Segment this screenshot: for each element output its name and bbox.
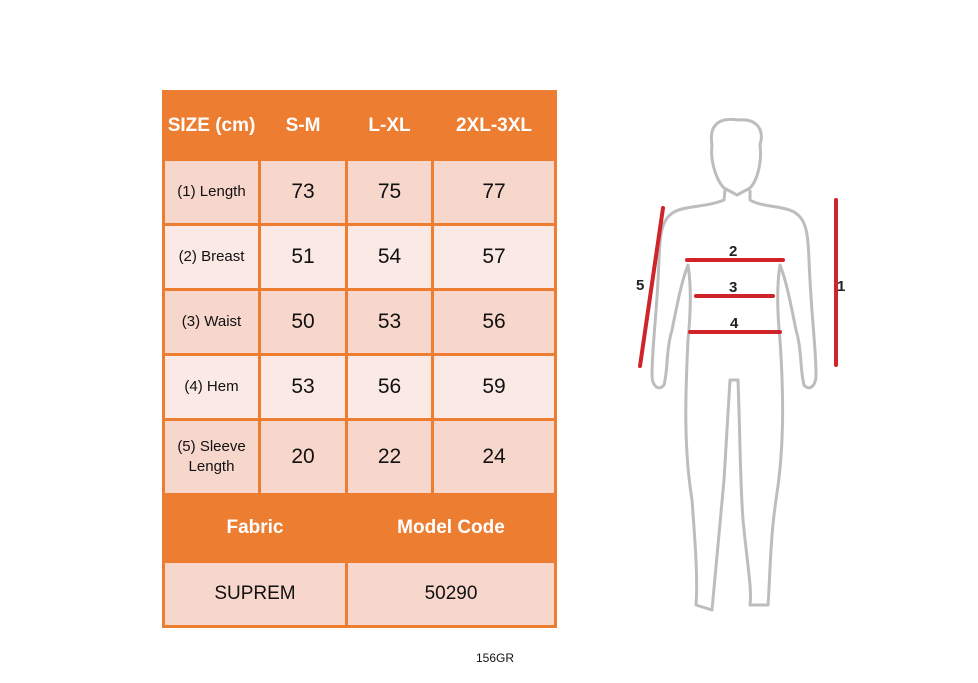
cell: 53 [258,353,348,421]
marker-1: 1 [837,278,845,295]
cell: 77 [431,158,557,226]
marker-2: 2 [729,243,737,260]
cell: 53 [345,288,434,356]
size-table: SIZE (cm) S-M L-XL 2XL-3XL (1) Length 73… [162,90,557,628]
table-row: (5) Sleeve Length 20 22 24 [162,418,557,496]
cell: 59 [431,353,557,421]
cell: 20 [258,418,348,496]
cell: 73 [258,158,348,226]
model-code-value: 50290 [345,560,557,628]
marker-3: 3 [729,279,737,296]
cell: 50 [258,288,348,356]
weight-code: 156GR [476,651,515,665]
header-2xl-3xl: 2XL-3XL [431,90,557,161]
row-label: (5) Sleeve Length [162,418,261,496]
cell: 22 [345,418,434,496]
marker-4: 4 [730,315,739,332]
row-label: (4) Hem [162,353,261,421]
cell: 24 [431,418,557,496]
header-size: SIZE (cm) [162,90,261,161]
row-label: (1) Length [162,158,261,226]
fabric-value: SUPREM [162,560,348,628]
cell: 54 [345,223,434,291]
cell: 56 [431,288,557,356]
body-measurement-figure: 1 2 3 4 5 [636,117,845,612]
row-label: (2) Breast [162,223,261,291]
table-row: (3) Waist 50 53 56 [162,288,557,356]
table-row: (2) Breast 51 54 57 [162,223,557,291]
cell: 56 [345,353,434,421]
sleeve-line [638,206,665,368]
cell: 75 [345,158,434,226]
table-row: (1) Length 73 75 77 [162,158,557,226]
table-row: (4) Hem 53 56 59 [162,353,557,421]
measure-lines [638,198,838,368]
header-s-m: S-M [258,90,348,161]
body-outline [650,117,818,612]
marker-5: 5 [636,277,644,294]
header-l-xl: L-XL [345,90,434,161]
row-label: (3) Waist [162,288,261,356]
cell: 51 [258,223,348,291]
header-fabric: Fabric [162,493,348,563]
header-model-code: Model Code [345,493,557,563]
cell: 57 [431,223,557,291]
footer-row: SUPREM 50290 [162,560,557,628]
